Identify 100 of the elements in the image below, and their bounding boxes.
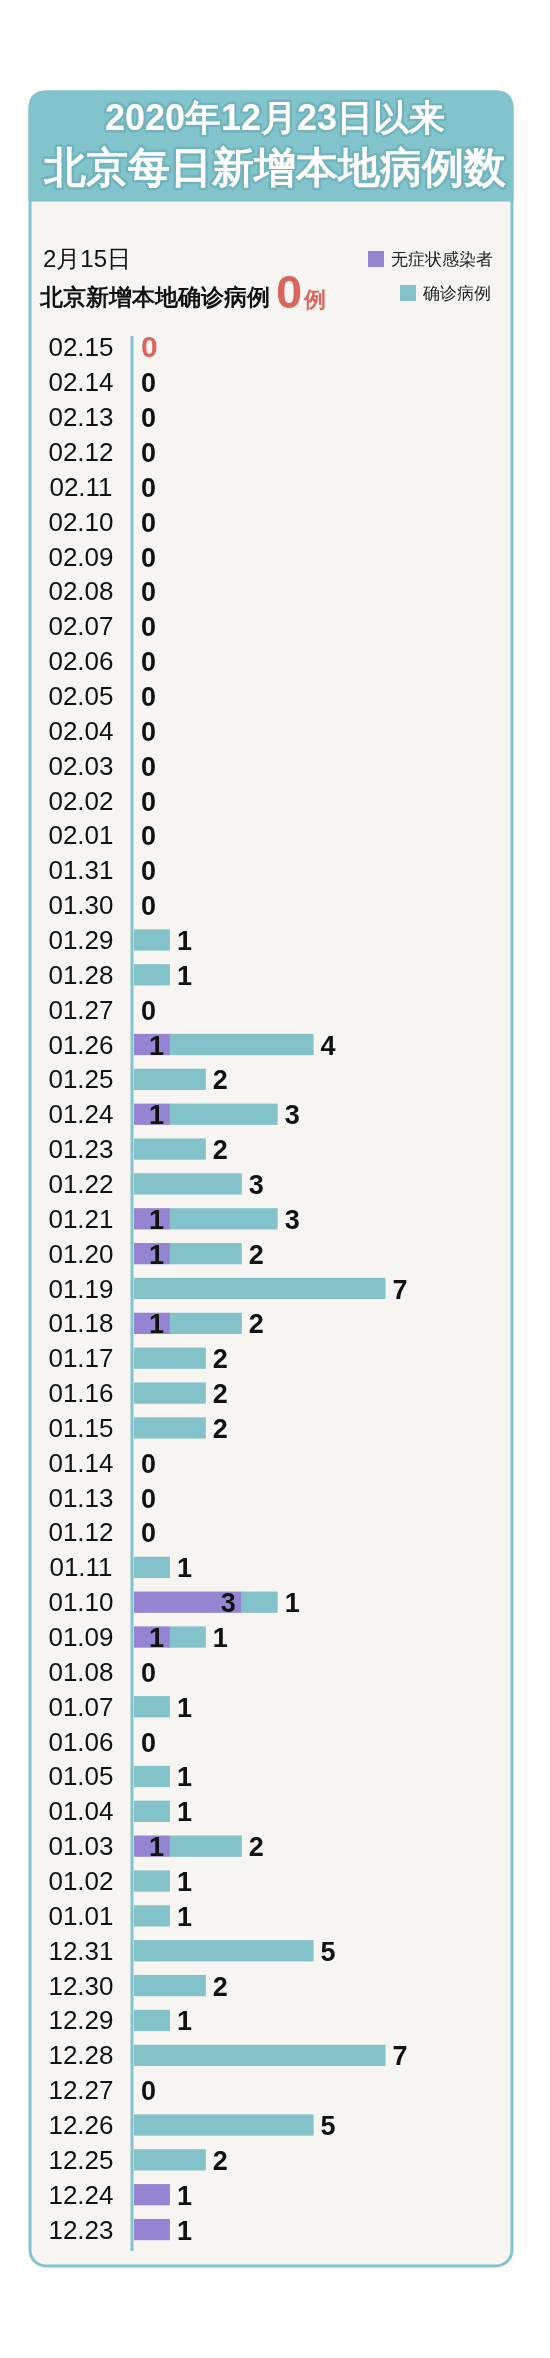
data-label: 1 — [284, 1588, 300, 1619]
data-label: 0 — [141, 472, 157, 503]
data-label: 2 — [212, 1065, 228, 1096]
text: 2月15日 — [43, 245, 132, 272]
y-tick-label: 12.25 — [48, 2144, 114, 2175]
y-tick-label: 01.14 — [48, 1447, 114, 1478]
y-tick-label: 01.06 — [48, 1726, 114, 1757]
data-label: 1 — [148, 1239, 164, 1270]
data-label: 1 — [148, 1832, 164, 1863]
data-label: 1 — [176, 2215, 192, 2246]
y-tick-label: 01.24 — [48, 1099, 114, 1130]
y-tick-label: 01.20 — [48, 1238, 114, 1269]
bar — [169, 1208, 278, 1230]
y-tick-label: 01.26 — [48, 1029, 114, 1060]
text: 例 — [303, 287, 327, 312]
y-tick-label: 01.02 — [48, 1866, 114, 1897]
y-tick-label: 01.12 — [48, 1517, 114, 1548]
y-tick-label: 02.15 — [48, 332, 114, 363]
y-tick-label: 02.14 — [48, 367, 114, 398]
data-label: 1 — [176, 1901, 192, 1932]
data-label: 1 — [148, 1309, 164, 1340]
data-label: 0 — [141, 403, 157, 434]
y-tick-label: 02.02 — [48, 785, 114, 816]
data-label: 2 — [212, 1971, 228, 2002]
y-tick-label: 01.04 — [48, 1796, 114, 1827]
data-label: 3 — [284, 1100, 300, 1131]
data-label: 1 — [212, 1623, 228, 1654]
y-tick-label: 01.29 — [48, 924, 114, 955]
y-tick-label: 01.09 — [48, 1622, 114, 1653]
y-tick-label: 02.04 — [48, 715, 114, 746]
data-label: 2 — [248, 1239, 264, 1270]
data-label: 2 — [212, 2145, 228, 2176]
y-tick-label: 01.03 — [48, 1831, 114, 1862]
y-tick-label: 01.22 — [48, 1168, 114, 1199]
bar — [241, 1591, 278, 1613]
data-label: 0 — [141, 716, 157, 747]
y-tick-label: 02.10 — [48, 506, 114, 537]
y-tick-label: 01.07 — [48, 1691, 114, 1722]
data-label: 5 — [320, 1936, 336, 1967]
data-label: 1 — [148, 1204, 164, 1235]
y-tick-label: 02.12 — [48, 436, 114, 467]
data-label: 0 — [141, 612, 157, 643]
data-label: 0 — [141, 1727, 157, 1758]
data-label: 1 — [148, 1623, 164, 1654]
data-label: 1 — [176, 1553, 192, 1584]
data-label: 0 — [141, 330, 158, 364]
data-label: 0 — [141, 751, 157, 782]
data-label: 0 — [141, 368, 157, 399]
y-tick-label: 01.23 — [48, 1134, 114, 1165]
y-tick-label: 12.27 — [48, 2075, 114, 2106]
data-label: 1 — [176, 1762, 192, 1793]
data-label: 4 — [320, 1030, 336, 1061]
data-label: 0 — [141, 821, 157, 852]
bar — [134, 2218, 170, 2241]
chart-title: 北京每日新增本地病例数 — [43, 144, 507, 191]
data-label: 2 — [248, 1832, 264, 1863]
data-label: 0 — [141, 507, 157, 538]
bar — [169, 1312, 242, 1334]
text: 0 — [276, 265, 303, 318]
data-label: 0 — [141, 786, 157, 817]
data-label: 0 — [141, 1483, 157, 1514]
y-tick-label: 01.15 — [48, 1412, 114, 1443]
data-label: 2 — [248, 1309, 264, 1340]
data-label: 1 — [148, 1030, 164, 1061]
data-label: 7 — [392, 2041, 408, 2072]
y-tick-label: 02.06 — [48, 646, 114, 677]
y-tick-label: 02.11 — [49, 471, 113, 502]
text: 北京新增本地确诊病例 — [39, 284, 270, 310]
y-tick-label: 01.30 — [48, 890, 114, 921]
data-label: 0 — [141, 856, 157, 887]
y-tick-label: 02.07 — [48, 611, 114, 642]
y-tick-label: 01.16 — [48, 1378, 114, 1409]
y-tick-label: 12.26 — [48, 2110, 114, 2141]
data-label: 1 — [176, 1797, 192, 1828]
y-tick-label: 02.09 — [48, 541, 114, 572]
y-tick-label: 01.11 — [49, 1552, 113, 1583]
data-label: 1 — [176, 925, 192, 956]
data-label: 1 — [176, 1867, 192, 1898]
data-label: 1 — [176, 2006, 192, 2037]
bar — [169, 1103, 278, 1125]
data-label: 0 — [141, 995, 157, 1026]
y-tick-label: 01.21 — [48, 1203, 114, 1234]
data-label: 0 — [141, 1518, 157, 1549]
y-tick-label: 01.10 — [48, 1587, 114, 1618]
legend-label: 确诊病例 — [422, 284, 491, 302]
chart-subtitle: 2020年12月23日以来 — [104, 97, 446, 138]
data-label: 0 — [141, 577, 157, 608]
y-tick-label: 12.28 — [48, 2040, 114, 2071]
data-label: 2 — [212, 1344, 228, 1375]
data-label: 1 — [176, 2180, 192, 2211]
data-label: 0 — [141, 681, 157, 712]
data-label: 3 — [220, 1588, 236, 1619]
y-tick-label: 02.03 — [48, 750, 114, 781]
y-tick-label: 01.08 — [48, 1656, 114, 1687]
y-tick-label: 01.28 — [48, 959, 114, 990]
data-label: 0 — [141, 891, 157, 922]
data-label: 0 — [141, 1448, 157, 1479]
data-label: 3 — [284, 1204, 300, 1235]
y-tick-label: 01.13 — [48, 1482, 114, 1513]
data-label: 3 — [248, 1169, 264, 1200]
